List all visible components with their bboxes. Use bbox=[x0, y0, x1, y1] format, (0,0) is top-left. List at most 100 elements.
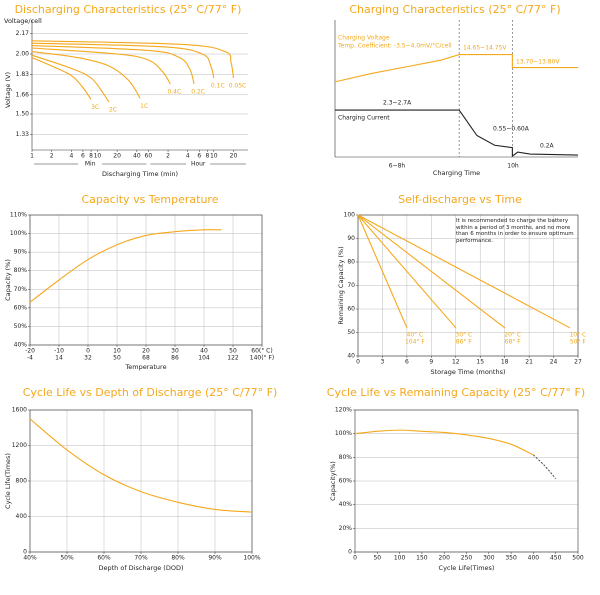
y-tick-label: 80 bbox=[347, 259, 355, 266]
chart-title: Cycle Life vs Remaining Capacity (25° C/… bbox=[327, 386, 585, 399]
x-axis-label: Cycle Life(Times) bbox=[439, 564, 495, 572]
series-line bbox=[31, 47, 171, 85]
x-tick-label: 60 bbox=[145, 153, 153, 160]
x-tick-label: 20 bbox=[230, 153, 238, 160]
x-tick-label: 20 bbox=[113, 153, 121, 160]
series-label: 0.1C bbox=[211, 83, 225, 90]
series-label: 0.4C bbox=[167, 89, 181, 96]
annotation: 0.2A bbox=[540, 143, 555, 150]
plot-frame bbox=[29, 214, 263, 346]
y-axis-label: Capacity (%) bbox=[4, 259, 12, 301]
group-label: Min bbox=[85, 161, 96, 168]
y-tick-label: 100% bbox=[335, 430, 352, 437]
series-line bbox=[334, 54, 578, 83]
annotation: 14.65~14.75V bbox=[463, 45, 507, 52]
chart-title: Cycle Life vs Depth of Discharge (25° C/… bbox=[23, 386, 278, 399]
y-axis-label: Voltage (V) bbox=[4, 72, 12, 108]
series-label: 0.05C bbox=[229, 83, 247, 90]
x-tick-label: 27 bbox=[574, 359, 582, 366]
x2-tick-label: 68 bbox=[142, 355, 150, 362]
annotation: Temp. Coefficient: -3.5~4.0mV/°C/cell bbox=[337, 43, 452, 50]
x-tick-label: 0 bbox=[356, 359, 360, 366]
y-tick-label: 40% bbox=[339, 501, 353, 508]
group-label: Hour bbox=[191, 161, 206, 168]
x-tick-label: 250 bbox=[461, 555, 473, 562]
x-tick-label: -10 bbox=[54, 348, 64, 355]
series-line bbox=[357, 214, 571, 329]
chart-panel: Charging Characteristics (25° C/77° F) Ch… bbox=[334, 3, 579, 177]
series-label: 104° F bbox=[405, 338, 425, 345]
series-label: 50° F bbox=[570, 338, 587, 345]
series-label: 86° F bbox=[456, 338, 473, 345]
y-tick-label: 40 bbox=[347, 353, 355, 360]
x-axis-label: Temperature bbox=[124, 363, 166, 371]
y-tick-label: 1.83 bbox=[16, 71, 30, 78]
series-line bbox=[31, 51, 141, 99]
annotation: 13.70~13.80V bbox=[516, 59, 560, 66]
x-tick-label: 90% bbox=[208, 555, 222, 562]
x2-tick-label: 140(° F) bbox=[250, 355, 275, 362]
x2-tick-label: -4 bbox=[27, 355, 33, 362]
x2-tick-label: 32 bbox=[84, 355, 92, 362]
x-tick-label: 60(° C) bbox=[251, 348, 272, 355]
x-tick-label: 18 bbox=[501, 359, 509, 366]
series-label: 0.2C bbox=[191, 89, 205, 96]
chart-panel: Self-discharge vs Time 40 50 60 70 80 90 100 0 3 6… bbox=[337, 193, 586, 376]
x-tick-label: 40 bbox=[200, 348, 208, 355]
chart-title: Self-discharge vs Time bbox=[398, 193, 522, 206]
series-line bbox=[31, 57, 92, 100]
y-tick-label: 1200 bbox=[12, 442, 27, 449]
series-line bbox=[335, 109, 579, 158]
y-tick-label: 70 bbox=[347, 282, 355, 289]
y-tick-label: 0 bbox=[348, 549, 352, 556]
x-tick-label: 450 bbox=[550, 555, 562, 562]
series-line bbox=[31, 40, 235, 79]
x-tick-label: 150 bbox=[416, 555, 428, 562]
plot-frame bbox=[357, 214, 579, 357]
y-tick-label: 400 bbox=[16, 513, 28, 520]
x-tick-label: 20 bbox=[142, 348, 150, 355]
x-tick-label: 40% bbox=[23, 555, 37, 562]
x-tick-label: 12 bbox=[452, 359, 460, 366]
series-line bbox=[357, 214, 457, 329]
plot-frame bbox=[29, 409, 253, 553]
y-axis-label: Capacity(%) bbox=[329, 461, 337, 501]
chart-title: Discharging Characteristics (25° C/77° F… bbox=[15, 3, 242, 16]
y-tick-label: 120% bbox=[335, 407, 352, 414]
y-tick-label: 40% bbox=[14, 342, 28, 349]
x-tick-label: -20 bbox=[25, 348, 35, 355]
x-tick-label: 400 bbox=[528, 555, 540, 562]
x2-tick-label: 50 bbox=[113, 355, 121, 362]
chart-panel: Capacity vs Temperature 40% 50% 60% 70% 80% 90… bbox=[4, 193, 274, 371]
y-tick-label: 100 bbox=[344, 212, 356, 219]
y-tick-label: 110% bbox=[10, 212, 27, 219]
x-tick-label: 21 bbox=[525, 359, 533, 366]
series-label: 3C bbox=[91, 104, 99, 111]
x-tick-label: 200 bbox=[438, 555, 450, 562]
series-line bbox=[31, 45, 195, 85]
series-line bbox=[31, 42, 215, 79]
x-tick-label: 30 bbox=[171, 348, 179, 355]
series-line bbox=[354, 429, 534, 456]
series-label: 68° F bbox=[505, 338, 522, 345]
note: It is recommended to charge the battery … bbox=[456, 218, 574, 244]
annotation: Charging Current bbox=[338, 115, 390, 122]
x-tick-label: 2 bbox=[50, 153, 54, 160]
series-line bbox=[29, 418, 253, 513]
y-tick-label: 2.00 bbox=[16, 51, 30, 58]
series-label: 20° C bbox=[504, 331, 521, 338]
chart-panel: Cycle Life vs Depth of Discharge (25° C/… bbox=[4, 386, 277, 572]
y-axis-title: Voltage/cell bbox=[4, 17, 42, 25]
y-tick-label: 2.17 bbox=[16, 30, 30, 37]
y-tick-label: 90% bbox=[14, 249, 28, 256]
series-label: 40° C bbox=[407, 331, 424, 338]
y-tick-label: 800 bbox=[16, 478, 28, 485]
x-tick-label: 6 bbox=[405, 359, 409, 366]
x-tick-label: 50% bbox=[60, 555, 74, 562]
x-axis-label: Storage Time (months) bbox=[430, 368, 505, 376]
chart-title: Capacity vs Temperature bbox=[82, 193, 219, 206]
x-axis-label: Charging Time bbox=[433, 169, 480, 177]
series-line bbox=[357, 214, 506, 329]
y-tick-label: 20% bbox=[339, 525, 353, 532]
series-label: 30° C bbox=[455, 331, 472, 338]
